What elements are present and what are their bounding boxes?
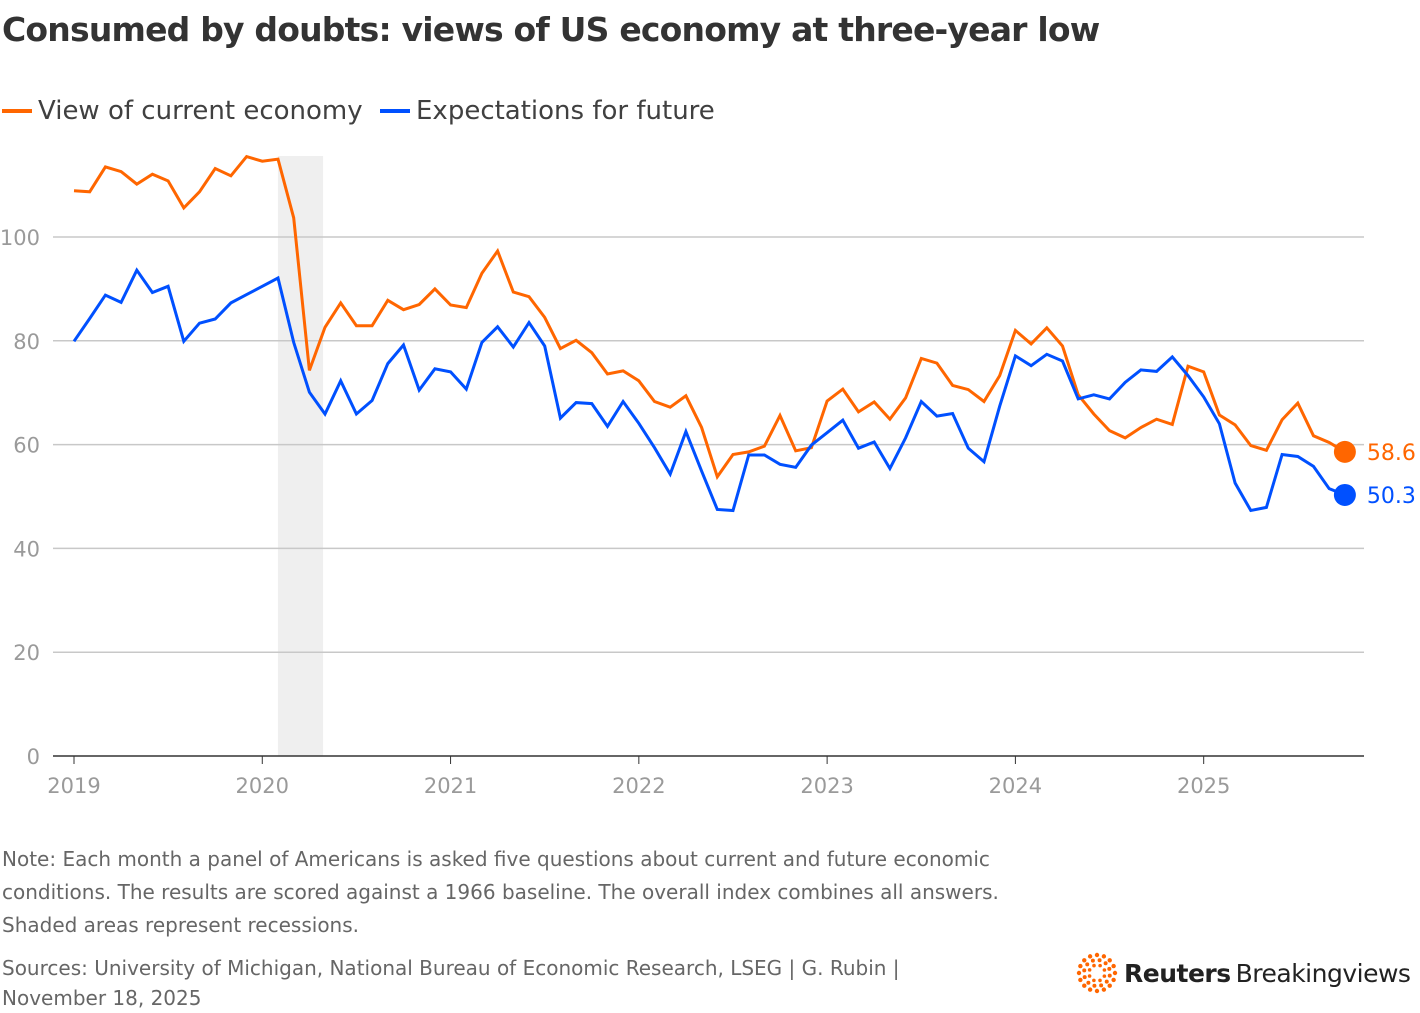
end-value-label: 50.3 — [1367, 484, 1416, 509]
logo-dot — [1092, 978, 1096, 983]
end-point-marker — [1333, 483, 1356, 506]
chart-note: Note: Each month a panel of Americans is… — [2, 847, 999, 937]
logo-dot — [1094, 988, 1100, 994]
reuters-breakingviews-logo: Reuters Breakingviews — [1076, 952, 1411, 994]
logo-dot — [1078, 977, 1083, 983]
logo-dot — [1107, 973, 1112, 978]
x-tick-label: 2025 — [1177, 774, 1230, 798]
legend-swatch-orange — [2, 109, 32, 113]
logo-dot — [1092, 983, 1097, 988]
x-tick-label: 2024 — [989, 774, 1042, 798]
logo-dot — [1104, 979, 1109, 984]
logo-dot — [1082, 983, 1087, 988]
logo-dot — [1102, 968, 1107, 972]
recession-band — [277, 156, 324, 756]
logo-dot — [1082, 958, 1087, 963]
legend-item-future: Expectations for future — [380, 96, 715, 126]
logo-dot — [1092, 963, 1096, 968]
logo-product: Breakingviews — [1235, 958, 1411, 988]
logo-dot — [1078, 963, 1083, 969]
chart-source: Sources: University of Michigan, Nationa… — [2, 956, 900, 1010]
x-tick-label: 2023 — [800, 774, 853, 798]
logo-dot — [1107, 983, 1112, 988]
logo-dot — [1112, 970, 1118, 976]
y-tick-label: 80 — [13, 330, 40, 354]
y-tick-label: 100 — [0, 226, 40, 250]
x-tick-label: 2021 — [424, 774, 477, 798]
x-tick-label: 2019 — [47, 774, 100, 798]
logo-dot — [1107, 966, 1112, 971]
logo-dot — [1102, 974, 1107, 978]
logo-dot — [1085, 962, 1090, 967]
logo-dot — [1101, 954, 1107, 959]
logo-dot — [1099, 983, 1104, 988]
logo-dot — [1087, 974, 1092, 978]
series-line-1 — [72, 267, 1346, 513]
logo-dot — [1082, 968, 1087, 973]
logo-brand: Reuters — [1124, 958, 1231, 988]
logo-dot — [1103, 961, 1108, 966]
end-value-label: 58.6 — [1367, 441, 1416, 466]
y-tick-label: 20 — [13, 641, 40, 665]
legend-label: Expectations for future — [416, 96, 715, 126]
series-line-0 — [73, 154, 1346, 481]
logo-dot — [1086, 980, 1091, 985]
reuters-dots-icon — [1076, 952, 1118, 994]
logo-dot — [1087, 987, 1093, 992]
line-chart: 0 20 40 60 80 100 2019 2020 2021 2022 2023 2024 2025… — [0, 154, 1416, 798]
logo-dot — [1098, 963, 1102, 968]
logo-dot — [1111, 977, 1116, 983]
logo-dot — [1094, 952, 1100, 958]
logo-dot — [1111, 963, 1116, 969]
chart-title: Consumed by doubts: views of US economy … — [2, 10, 1100, 49]
legend-label: View of current economy — [38, 96, 363, 126]
x-tick-label: 2022 — [612, 774, 665, 798]
logo-dot — [1087, 968, 1092, 972]
legend-item-current: View of current economy — [2, 96, 363, 126]
y-tick-label: 60 — [13, 434, 40, 458]
logo-dot — [1087, 954, 1093, 959]
y-tick-label: 40 — [13, 537, 40, 561]
x-tick-label: 2020 — [236, 774, 289, 798]
logo-dot — [1107, 958, 1112, 963]
y-tick-label: 0 — [27, 745, 40, 769]
logo-dot — [1097, 958, 1102, 963]
logo-dot — [1090, 958, 1095, 963]
logo-dot — [1082, 975, 1087, 980]
logo-dot — [1076, 970, 1082, 976]
end-point-marker — [1333, 440, 1356, 463]
logo-dot — [1101, 987, 1107, 992]
legend-swatch-blue — [380, 109, 410, 113]
logo-dot — [1098, 978, 1102, 983]
